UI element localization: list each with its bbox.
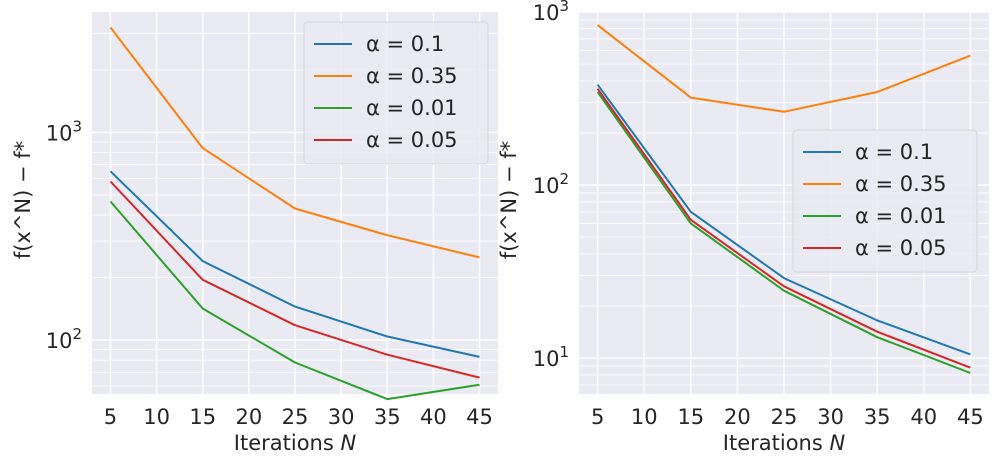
x-tick-labels: 5 10 15 20 25 30 35 40 45 <box>591 405 984 429</box>
series-line <box>109 26 480 259</box>
x-tick-label: 10 <box>631 405 658 429</box>
series-line <box>109 200 480 401</box>
x-tick-label: 15 <box>189 405 216 429</box>
x-axis-label: Iterations N <box>234 431 357 455</box>
legend: α = 0.1 α = 0.35 α = 0.01 α = 0.05 <box>303 21 489 165</box>
y-tick-base: 10 <box>533 347 560 371</box>
series-line <box>109 180 480 379</box>
legend-label: α = 0.05 <box>366 128 458 152</box>
y-tick-label: 102 <box>533 170 569 198</box>
x-tick-label: 45 <box>957 405 984 429</box>
series-line <box>109 170 480 358</box>
legend-label: α = 0.05 <box>855 236 947 260</box>
y-tick-exponent: 1 <box>559 343 569 361</box>
y-tick-base: 10 <box>533 1 560 25</box>
y-tick-exponent: 2 <box>559 170 569 188</box>
x-tick-label: 25 <box>771 405 798 429</box>
series-line <box>596 91 971 374</box>
x-tick-label: 35 <box>374 405 401 429</box>
legend-box <box>303 21 489 165</box>
x-axis-label-var: N <box>829 431 845 455</box>
legend-label: α = 0.01 <box>855 204 947 228</box>
y-tick-label: 103 <box>533 0 569 25</box>
x-tick-label: 15 <box>677 405 704 429</box>
series-line <box>596 24 971 113</box>
x-axis-label-text: Iterations <box>723 431 830 455</box>
y-tick-exponent: 2 <box>72 325 82 343</box>
y-tick-label: 101 <box>533 343 569 371</box>
x-tick-label: 45 <box>466 405 493 429</box>
y-tick-label: 102 <box>46 325 82 353</box>
legend-label: α = 0.35 <box>855 172 947 196</box>
x-tick-label: 5 <box>104 405 117 429</box>
x-tick-label: 35 <box>864 405 891 429</box>
legend-box <box>792 129 978 273</box>
x-tick-label: 10 <box>143 405 170 429</box>
y-axis-label: f(x^N) − f* <box>497 141 521 259</box>
legend: α = 0.1 α = 0.35 α = 0.01 α = 0.05 <box>792 129 978 273</box>
y-tick-exponent: 3 <box>559 0 569 15</box>
series-lines <box>596 24 971 374</box>
x-tick-labels: 5 10 15 20 25 30 35 40 45 <box>104 405 493 429</box>
y-tick-base: 10 <box>533 174 560 198</box>
y-tick-base: 10 <box>46 329 73 353</box>
x-tick-label: 20 <box>724 405 751 429</box>
series-line <box>596 88 971 369</box>
x-tick-label: 5 <box>591 405 604 429</box>
legend-label: α = 0.1 <box>855 140 933 164</box>
y-tick-label: 103 <box>46 117 82 145</box>
legend-label: α = 0.01 <box>366 96 458 120</box>
x-axis-label-text: Iterations <box>234 431 341 455</box>
x-tick-label: 40 <box>420 405 447 429</box>
y-axis-label: f(x^N) − f* <box>11 141 35 259</box>
x-tick-label: 40 <box>910 405 937 429</box>
x-tick-label: 30 <box>328 405 355 429</box>
x-tick-label: 20 <box>235 405 262 429</box>
y-tick-exponent: 3 <box>72 117 82 135</box>
x-axis-label-var: N <box>340 431 356 455</box>
x-axis-label: Iterations N <box>723 431 846 455</box>
series-line <box>596 84 971 356</box>
y-tick-base: 10 <box>46 121 73 145</box>
x-tick-label: 25 <box>282 405 309 429</box>
x-tick-label: 30 <box>817 405 844 429</box>
series-lines <box>109 26 480 401</box>
legend-label: α = 0.1 <box>366 32 444 56</box>
legend-label: α = 0.35 <box>366 64 458 88</box>
